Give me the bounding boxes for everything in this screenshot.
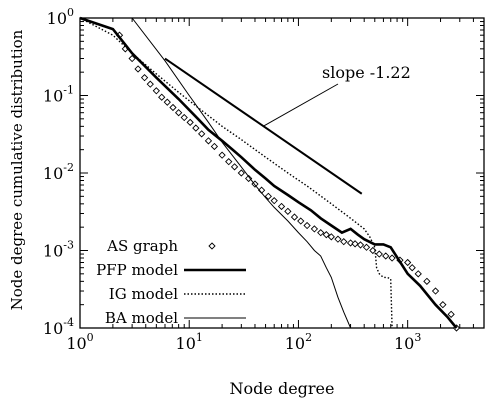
- as-graph-point: [225, 158, 233, 166]
- as-graph-point: [356, 241, 365, 249]
- as-graph-point: [317, 229, 325, 237]
- y-tick-label-exponent: -4: [63, 316, 74, 329]
- as-graph-point: [423, 277, 431, 285]
- as-graph-point: [186, 118, 194, 127]
- slope-annotation-text: slope -1.22: [322, 63, 411, 82]
- as-graph-point: [322, 231, 330, 239]
- plot-frame: [79, 17, 485, 329]
- as-graph-point: [230, 163, 239, 171]
- as-graph-point: [310, 225, 319, 233]
- as-graph-point: [198, 130, 206, 138]
- as-graph-point: [128, 54, 136, 63]
- as-graph-point: [351, 240, 359, 248]
- x-tick-label-base: 10: [66, 334, 86, 353]
- x-axis-label: Node degree: [230, 379, 335, 398]
- as-graph-point: [284, 207, 292, 215]
- as-graph-point: [431, 287, 440, 295]
- x-tick-label: 102: [285, 331, 312, 353]
- y-tick-label-exponent: -3: [63, 239, 74, 252]
- as-graph-point: [382, 252, 390, 260]
- as-graph-point: [245, 174, 253, 183]
- as-graph-point: [218, 151, 226, 159]
- as-graph-point: [270, 196, 278, 205]
- as-graph-point: [180, 113, 188, 122]
- x-tick-label-base: 10: [285, 334, 305, 353]
- as-graph-point: [334, 235, 342, 243]
- as-graph-point: [192, 124, 200, 132]
- as-graph-point: [388, 254, 396, 262]
- as-graph-point: [152, 87, 160, 95]
- y-tick-label: 100: [47, 6, 74, 28]
- ig-model-line: [79, 17, 393, 329]
- x-tick-label: 101: [176, 331, 203, 353]
- as-graph-point: [297, 217, 305, 225]
- as-graph-point: [375, 250, 383, 258]
- as-graph-point: [327, 233, 335, 241]
- legend-label: AS graph: [106, 237, 178, 255]
- y-tick-label-base: 10: [43, 319, 63, 338]
- y-tick-label-base: 10: [43, 164, 63, 183]
- as-graph-point: [346, 239, 355, 247]
- as-graph-point: [303, 221, 311, 230]
- x-tick-label-base: 10: [176, 334, 196, 353]
- as-graph-point: [439, 301, 447, 309]
- as-graph-point: [163, 98, 171, 106]
- as-graph-point: [140, 74, 149, 82]
- y-tick-label: 10-4: [43, 316, 74, 338]
- y-tick-label: 10-2: [43, 161, 74, 183]
- x-tick-label-exponent: 1: [196, 331, 203, 344]
- y-tick-label-base: 10: [43, 87, 63, 106]
- ba-model-line: [131, 17, 352, 329]
- as-graph-point: [408, 264, 416, 272]
- as-graph-point: [158, 93, 166, 101]
- y-tick-label-exponent: -2: [63, 161, 74, 174]
- y-tick-label-exponent: 0: [67, 6, 74, 19]
- as-graph-point: [290, 213, 299, 221]
- as-graph-point: [264, 192, 272, 200]
- y-axis-label: Node degree cumulative distribution: [8, 29, 26, 310]
- slope-annotation-pointer: [263, 83, 339, 127]
- as-graph-point: [169, 103, 177, 112]
- x-tick-label-exponent: 0: [87, 331, 94, 344]
- as-graph-point: [204, 137, 213, 145]
- x-tick-label-exponent: 2: [305, 331, 312, 344]
- as-graph-point: [414, 270, 422, 278]
- x-tick-label: 103: [394, 331, 421, 353]
- legend-label: IG model: [109, 285, 178, 303]
- as-graph-point: [237, 169, 245, 177]
- x-tick-label-exponent: 3: [414, 331, 421, 344]
- legend-label: PFP model: [96, 261, 178, 279]
- as-graph-point: [174, 109, 183, 117]
- x-tick-label: 100: [66, 331, 93, 353]
- y-tick-label: 10-1: [43, 84, 74, 106]
- as-graph-point: [277, 202, 286, 211]
- legend-swatch-marker: [208, 242, 216, 250]
- y-tick-label-base: 10: [47, 9, 67, 28]
- legend: AS graph PFP model IG model BA model: [96, 237, 246, 327]
- as-graph-point: [362, 243, 371, 251]
- y-tick-label: 10-3: [43, 239, 74, 261]
- as-graph-point: [340, 238, 348, 246]
- as-graph-point: [134, 65, 142, 73]
- legend-label: BA model: [105, 309, 178, 327]
- as-graph-point: [146, 80, 154, 88]
- as-graph-point: [210, 142, 219, 151]
- annotation-layer: slope -1.22: [164, 57, 411, 195]
- as-graph-point: [404, 258, 412, 267]
- series-layer: [79, 16, 461, 332]
- pfp-model-line: [79, 16, 458, 329]
- as-graph-point: [447, 310, 455, 318]
- x-tick-label-base: 10: [394, 334, 414, 353]
- y-tick-label-base: 10: [43, 242, 63, 261]
- y-tick-label-exponent: -1: [63, 84, 74, 97]
